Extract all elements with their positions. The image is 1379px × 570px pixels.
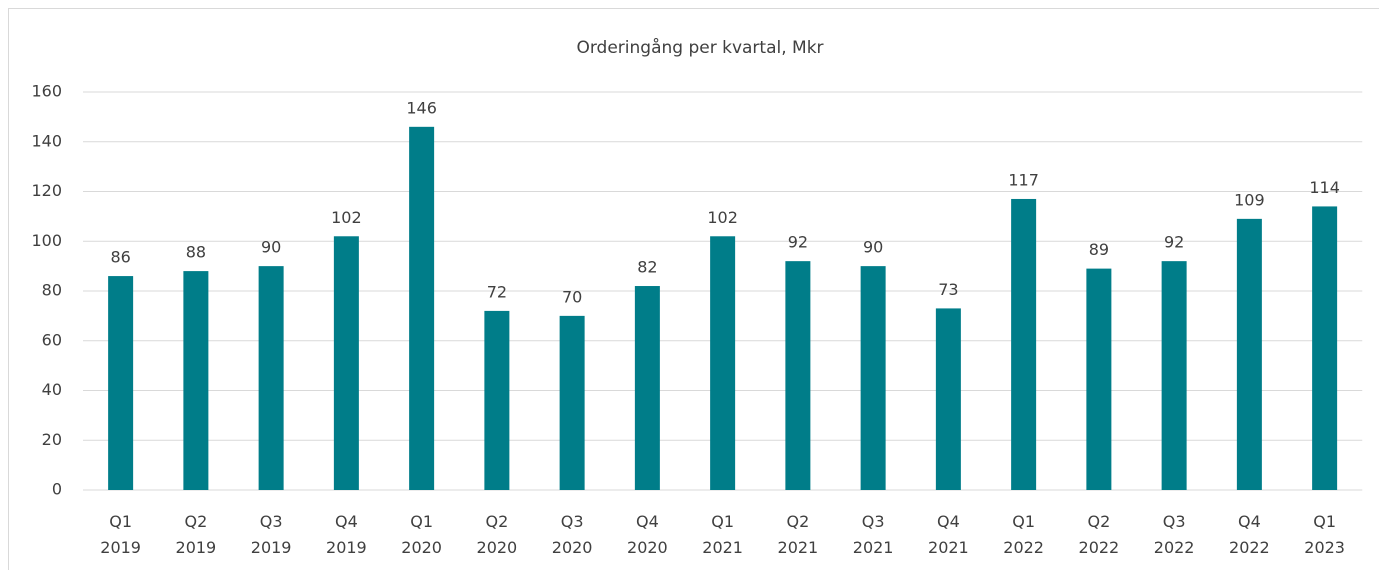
- x-tick-label-line: Q1: [711, 512, 734, 531]
- bar: [1312, 206, 1338, 491]
- x-tick-label: Q3 2021: [853, 512, 894, 557]
- y-tick-label: 100: [31, 231, 62, 250]
- x-tick-label-line: Q2: [485, 512, 508, 531]
- y-tick-label: 40: [42, 380, 62, 399]
- x-tick-label-line: 2021: [702, 538, 743, 557]
- data-label: 102: [331, 208, 362, 227]
- x-tick-label-line: Q2: [786, 512, 809, 531]
- x-tick-label: Q3 2022: [1154, 512, 1195, 557]
- x-tick-label-line: Q1: [1313, 512, 1336, 531]
- x-tick-label: Q1 2023: [1304, 512, 1345, 557]
- x-tick-label-line: 2021: [853, 538, 894, 557]
- data-label: 82: [637, 258, 657, 277]
- x-tick-label-line: 2019: [100, 538, 141, 557]
- x-tick-label: Q4 2020: [627, 512, 668, 557]
- bar: [559, 315, 585, 490]
- x-tick-label-line: 2020: [627, 538, 668, 557]
- x-tick-label: Q1 2022: [1003, 512, 1044, 557]
- x-tick-label: Q2 2020: [477, 512, 518, 557]
- x-tick-label: Q4 2021: [928, 512, 969, 557]
- x-tick-label-line: Q2: [1087, 512, 1110, 531]
- data-label: 86: [110, 248, 130, 267]
- x-tick-label: Q1 2021: [702, 512, 743, 557]
- data-label: 90: [261, 238, 281, 257]
- x-tick-label: Q2 2022: [1079, 512, 1120, 557]
- bar: [710, 236, 736, 490]
- x-tick-label: Q4 2019: [326, 512, 367, 557]
- bar: [860, 266, 886, 490]
- x-tick-label-line: Q3: [260, 512, 283, 531]
- x-tick-label-line: 2019: [176, 538, 217, 557]
- bar: [935, 308, 961, 490]
- x-tick-label-line: Q4: [1238, 512, 1261, 531]
- data-label: 146: [406, 98, 437, 117]
- x-tick-label-line: 2020: [477, 538, 518, 557]
- x-tick-label-line: Q3: [862, 512, 885, 531]
- data-label: 89: [1089, 240, 1109, 259]
- bar: [333, 236, 359, 490]
- x-tick-label: Q1 2019: [100, 512, 141, 557]
- x-tick-label-line: Q1: [109, 512, 132, 531]
- y-tick-label: 120: [31, 181, 62, 200]
- x-tick-label: Q2 2021: [778, 512, 819, 557]
- x-tick-label: Q4 2022: [1229, 512, 1270, 557]
- x-tick-label-line: 2022: [1229, 538, 1270, 557]
- bar: [785, 261, 811, 490]
- x-tick-label-line: 2021: [928, 538, 969, 557]
- data-label: 88: [186, 243, 206, 262]
- bar: [108, 276, 134, 490]
- x-tick-label-line: 2023: [1304, 538, 1345, 557]
- x-tick-label: Q2 2019: [176, 512, 217, 557]
- data-label: 117: [1008, 170, 1039, 189]
- data-label: 72: [487, 282, 507, 301]
- y-tick-label: 140: [31, 131, 62, 150]
- bar: [484, 310, 510, 490]
- x-tick-label-line: 2022: [1003, 538, 1044, 557]
- chart-title: Orderingång per kvartal, Mkr: [576, 37, 823, 58]
- bar: [1011, 198, 1037, 490]
- y-tick-label: 20: [42, 430, 62, 449]
- x-tick-label-line: Q3: [561, 512, 584, 531]
- x-tick-label: Q3 2020: [552, 512, 593, 557]
- x-tick-label-line: Q1: [410, 512, 433, 531]
- bar: [258, 266, 284, 490]
- x-tick-label-line: Q4: [937, 512, 960, 531]
- x-tick-label-line: 2022: [1154, 538, 1195, 557]
- bar: [634, 286, 660, 490]
- x-tick-label: Q1 2020: [401, 512, 442, 557]
- y-tick-label: 60: [42, 330, 62, 349]
- x-tick-label-line: 2021: [778, 538, 819, 557]
- bar: [409, 126, 435, 490]
- data-label: 73: [938, 280, 958, 299]
- data-label: 102: [707, 208, 738, 227]
- y-tick-label: 80: [42, 281, 62, 300]
- data-label: 90: [863, 238, 883, 257]
- x-tick-label-line: Q3: [1163, 512, 1186, 531]
- x-tick-label-line: Q4: [636, 512, 659, 531]
- x-tick-label-line: Q1: [1012, 512, 1035, 531]
- data-label: 70: [562, 287, 582, 306]
- x-tick-label: Q3 2019: [251, 512, 292, 557]
- x-tick-label-line: 2020: [401, 538, 442, 557]
- x-tick-label-line: 2019: [251, 538, 292, 557]
- chart-frame: [8, 8, 1379, 570]
- bar: [1161, 261, 1187, 490]
- bar: [1086, 268, 1112, 490]
- data-label: 114: [1309, 178, 1340, 197]
- x-tick-label-line: 2020: [552, 538, 593, 557]
- data-label: 92: [788, 233, 808, 252]
- x-tick-label-line: 2019: [326, 538, 367, 557]
- data-label: 92: [1164, 233, 1184, 252]
- bar: [183, 271, 209, 490]
- data-label: 109: [1234, 190, 1265, 209]
- y-tick-label: 0: [52, 480, 62, 499]
- y-tick-label: 160: [31, 82, 62, 101]
- bar: [1236, 218, 1262, 491]
- x-tick-label-line: 2022: [1079, 538, 1120, 557]
- x-tick-label-line: Q2: [184, 512, 207, 531]
- x-tick-label-line: Q4: [335, 512, 358, 531]
